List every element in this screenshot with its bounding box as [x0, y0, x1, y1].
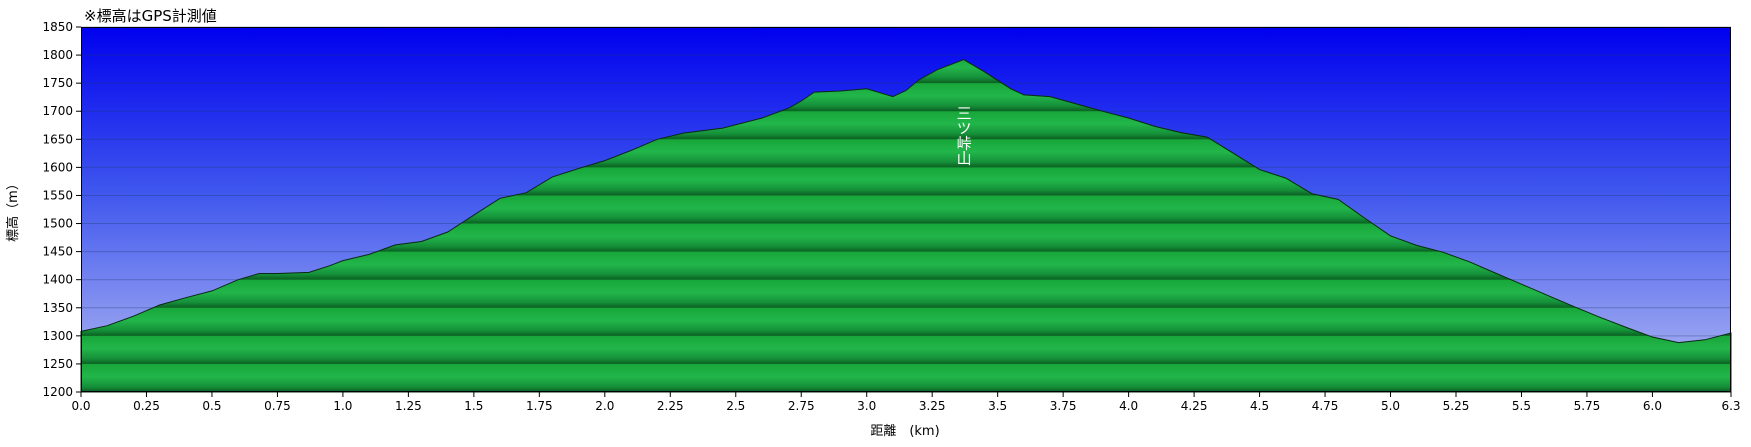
y-tick-label: 1850: [42, 20, 73, 34]
x-tick-label: 6.0: [1643, 399, 1662, 413]
elevation-area: [80, 59, 1732, 393]
x-tick-label: 3.0: [857, 399, 876, 413]
x-tick-label: 4.0: [1119, 399, 1138, 413]
y-tick-label: 1250: [42, 357, 73, 371]
x-axis: 0.0 0.25 0.5 0.75 1.0 1.25 1.5 1.75 2.0 2.25 2.5 2.…: [71, 392, 1741, 413]
x-tick-label: 5.25: [1443, 399, 1470, 413]
y-axis: 1200 1250 1300 1350 1400 1450 1500 1550 1600 1650…: [42, 20, 81, 399]
x-tick-label: 0.5: [202, 399, 221, 413]
y-tick-label: 1300: [42, 329, 73, 343]
y-tick-label: 1500: [42, 217, 73, 231]
x-tick-label: 0.0: [71, 399, 90, 413]
chart-note: ※標高はGPS計測値: [84, 7, 217, 25]
x-tick-label: 2.0: [595, 399, 614, 413]
x-tick-label: 3.5: [988, 399, 1007, 413]
annotations: 三ツ峠山: [955, 105, 973, 165]
y-tick-label: 1800: [42, 48, 73, 62]
x-tick-label: 1.0: [333, 399, 352, 413]
y-tick-label: 1550: [42, 188, 73, 202]
y-tick-label: 1350: [42, 301, 73, 315]
y-tick-label: 1600: [42, 160, 73, 174]
x-tick-label: 2.5: [726, 399, 745, 413]
x-tick-label: 5.5: [1512, 399, 1531, 413]
y-tick-label: 1450: [42, 245, 73, 259]
x-tick-label: 5.75: [1574, 399, 1601, 413]
x-axis-title: 距離 (km): [870, 424, 939, 439]
plot-frame: [81, 27, 1731, 392]
x-tick-label: 4.5: [1250, 399, 1269, 413]
x-tick-label: 3.75: [1050, 399, 1077, 413]
y-tick-label: 1750: [42, 76, 73, 90]
x-tick-label: 3.25: [919, 399, 946, 413]
y-tick-label: 1400: [42, 273, 73, 287]
x-tick-label: 4.25: [1181, 399, 1208, 413]
x-tick-label: 1.5: [464, 399, 483, 413]
x-tick-label: 1.75: [526, 399, 553, 413]
x-tick-label: 2.25: [657, 399, 684, 413]
y-tick-label: 1200: [42, 385, 73, 399]
x-tick-label: 6.3: [1721, 399, 1740, 413]
x-tick-label: 0.25: [133, 399, 160, 413]
y-tick-label: 1650: [42, 132, 73, 146]
y-tick-label: 1700: [42, 104, 73, 118]
y-axis-title: 標高（m）: [5, 177, 21, 242]
x-tick-label: 1.25: [395, 399, 422, 413]
x-tick-label: 5.0: [1381, 399, 1400, 413]
summit-label: 三ツ峠山: [955, 105, 973, 165]
x-tick-label: 4.75: [1312, 399, 1339, 413]
x-tick-label: 2.75: [788, 399, 815, 413]
x-tick-label: 0.75: [264, 399, 291, 413]
